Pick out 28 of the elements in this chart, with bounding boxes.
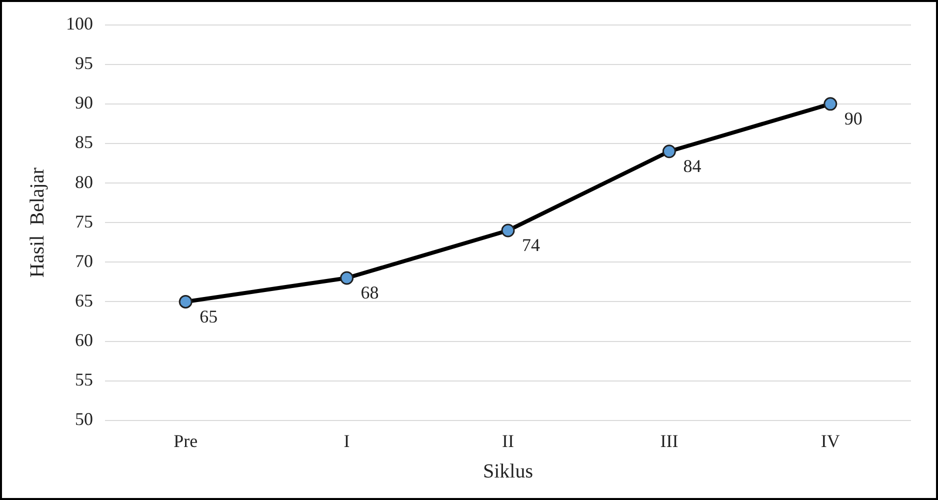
- y-tick-label: 100: [66, 14, 93, 34]
- y-tick-label: 55: [75, 370, 93, 390]
- y-tick-label: 80: [75, 172, 93, 192]
- y-axis-title: Hasil Belajar: [26, 167, 48, 278]
- x-axis-title: Siklus: [482, 460, 534, 482]
- point: [662, 144, 676, 158]
- data-label: 84: [683, 156, 702, 176]
- y-tick-label: 90: [75, 92, 93, 113]
- data-label: 68: [360, 282, 379, 303]
- point: [340, 271, 354, 285]
- x-tick-label: Pre: [174, 430, 198, 451]
- y-tick-label: 50: [75, 409, 93, 430]
- point: [178, 294, 192, 308]
- data-label: 90: [844, 108, 862, 129]
- y-tick-label: 95: [75, 53, 93, 74]
- data-label: 74: [522, 235, 540, 256]
- point: [501, 224, 515, 238]
- x-tick-label: II: [502, 430, 514, 451]
- x-tick-label: I: [344, 430, 350, 451]
- y-tick-label: 65: [75, 290, 93, 310]
- y-tick-label: 75: [75, 211, 93, 232]
- y-tick-label: 85: [75, 132, 93, 152]
- y-tick-label: 60: [75, 330, 93, 350]
- point: [824, 97, 838, 111]
- y-tick-label: 70: [75, 250, 93, 271]
- x-tick-label: III: [660, 430, 678, 451]
- x-tick-label: IV: [820, 430, 840, 451]
- data-label: 65: [200, 306, 218, 326]
